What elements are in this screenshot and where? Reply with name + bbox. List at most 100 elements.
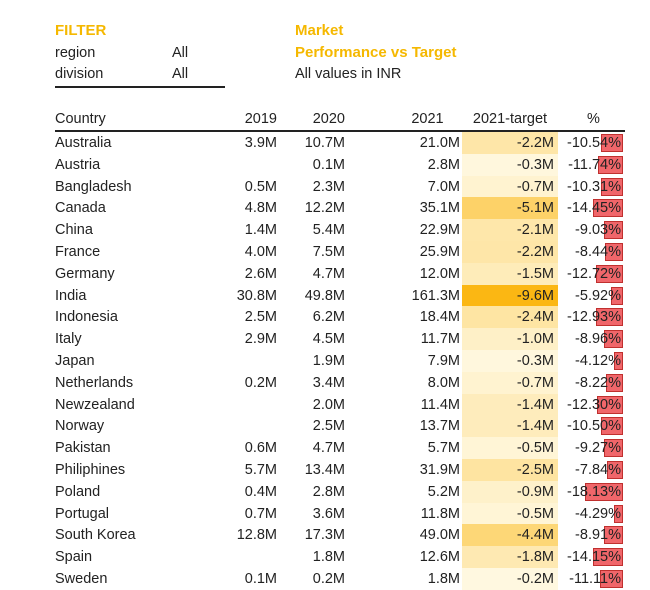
percent-value: -18.13% <box>566 483 621 500</box>
table-row[interactable]: Norway 2.5M 13.7M -1.4M -10.50% <box>55 415 625 438</box>
percent-cell: -11.11% <box>560 568 623 590</box>
target-diff-cell: -0.5M <box>462 502 558 525</box>
percent-bar <box>595 308 623 327</box>
percent-cell: -14.45% <box>560 197 623 219</box>
header-2019[interactable]: 2019 <box>244 111 277 127</box>
value-2020-cell: 1.8M <box>312 549 345 566</box>
table-row[interactable]: Indonesia 2.5M 6.2M 18.4M -2.4M -12.93% <box>55 306 625 329</box>
value-2021-cell: 1.8M <box>427 570 460 587</box>
value-2019-cell: 2.5M <box>244 309 277 326</box>
percent-cell: -4.12% <box>560 350 623 372</box>
table-row[interactable]: Canada 4.8M 12.2M 35.1M -5.1M -14.45% <box>55 197 625 220</box>
header-2021[interactable]: 2021 <box>411 111 444 127</box>
target-diff-cell: -2.2M <box>462 240 558 263</box>
table-row[interactable]: Philiphines 5.7M 13.4M 31.9M -2.5M -7.84% <box>55 458 625 481</box>
table-row[interactable]: South Korea 12.8M 17.3M 49.0M -4.4M -8.91% <box>55 524 625 547</box>
value-2020-cell: 49.8M <box>304 287 345 304</box>
value-2020-cell: 2.5M <box>312 418 345 435</box>
country-cell: Australia <box>55 135 112 151</box>
percent-cell: -8.44% <box>560 241 623 263</box>
target-diff-cell: -2.4M <box>462 306 558 329</box>
value-2020-cell: 7.5M <box>312 243 345 260</box>
percent-value: -12.72% <box>566 265 621 282</box>
value-2021-cell: 49.0M <box>419 527 460 544</box>
table-row[interactable]: India 30.8M 49.8M 161.3M -9.6M -5.92% <box>55 284 625 307</box>
table-row[interactable]: Austria 0.1M 2.8M -0.3M -11.74% <box>55 153 625 176</box>
value-2019-cell: 30.8M <box>236 287 277 304</box>
table-header: Country 2019 2020 2021 2021-target % <box>55 108 625 132</box>
header-2021-target[interactable]: 2021-target <box>472 111 548 127</box>
value-2019-cell: 2.9M <box>244 331 277 348</box>
table-row[interactable]: Poland 0.4M 2.8M 5.2M -0.9M -18.13% <box>55 480 625 503</box>
value-2021-cell: 5.2M <box>427 483 460 500</box>
value-2020-cell: 2.3M <box>312 178 345 195</box>
percent-bar <box>604 526 623 545</box>
value-2019-cell: 0.2M <box>244 374 277 391</box>
table-row[interactable]: Germany 2.6M 4.7M 12.0M -1.5M -12.72% <box>55 262 625 285</box>
value-2021-cell: 5.7M <box>427 440 460 457</box>
value-2019-cell <box>175 154 277 176</box>
country-cell: Portugal <box>55 505 110 522</box>
filter-title: FILTER <box>55 22 107 39</box>
table-row[interactable]: France 4.0M 7.5M 25.9M -2.2M -8.44% <box>55 240 625 263</box>
country-cell: Spain <box>55 549 93 566</box>
percent-cell: -10.31% <box>560 176 623 198</box>
value-2020-cell: 10.7M <box>304 135 345 151</box>
table-row[interactable]: Portugal 0.7M 3.6M 11.8M -0.5M -4.29% <box>55 502 625 525</box>
percent-value: -10.54% <box>566 135 621 151</box>
header-percent[interactable]: % <box>587 111 600 127</box>
value-2021-cell: 25.9M <box>419 243 460 260</box>
value-2021-cell: 13.7M <box>419 418 460 435</box>
percent-bar <box>614 504 623 523</box>
value-2020-cell: 12.2M <box>304 200 345 217</box>
table-row[interactable]: China 1.4M 5.4M 22.9M -2.1M -9.03% <box>55 219 625 241</box>
percent-cell: -8.91% <box>560 524 623 546</box>
country-cell: Canada <box>55 200 106 217</box>
percent-cell: -18.13% <box>560 481 623 503</box>
header-country[interactable]: Country <box>55 111 106 127</box>
filter-value-region[interactable]: All <box>172 45 189 61</box>
percent-cell: -10.54% <box>560 132 623 154</box>
target-diff-cell: -0.9M <box>462 480 558 503</box>
value-2021-cell: 22.9M <box>419 222 460 239</box>
table-row[interactable]: Australia 3.9M 10.7M 21.0M -2.2M -10.54% <box>55 132 625 154</box>
country-cell: Indonesia <box>55 309 118 326</box>
target-diff-cell: -0.7M <box>462 175 558 198</box>
percent-cell: -12.72% <box>560 263 623 285</box>
target-diff-cell: -0.2M <box>462 567 558 590</box>
target-diff-cell: -5.1M <box>462 197 558 220</box>
table-row[interactable]: Spain 1.8M 12.6M -1.8M -14.15% <box>55 546 625 568</box>
target-diff-cell: -2.2M <box>462 132 558 154</box>
value-2019-cell: 4.8M <box>244 200 277 217</box>
table-row[interactable]: Bangladesh 0.5M 2.3M 7.0M -0.7M -10.31% <box>55 175 625 198</box>
percent-value: -14.45% <box>566 200 621 217</box>
filter-value-division[interactable]: All <box>172 66 189 82</box>
value-2021-cell: 21.0M <box>419 135 460 151</box>
value-2019-cell: 5.7M <box>244 461 277 478</box>
percent-cell: -8.96% <box>560 328 623 350</box>
value-2020-cell: 4.7M <box>312 265 345 282</box>
target-diff-cell: -1.8M <box>462 546 558 568</box>
table-row[interactable]: Italy 2.9M 4.5M 11.7M -1.0M -8.96% <box>55 328 625 350</box>
percent-value: -9.03% <box>575 222 621 239</box>
value-2019-cell: 2.6M <box>244 265 277 282</box>
table-row[interactable]: Pakistan 0.6M 4.7M 5.7M -0.5M -9.27% <box>55 437 625 459</box>
table-row[interactable]: Netherlands 0.2M 3.4M 8.0M -0.7M -8.22% <box>55 371 625 394</box>
value-2019-cell: 0.7M <box>244 505 277 522</box>
table-row[interactable]: Sweden 0.1M 0.2M 1.8M -0.2M -11.11% <box>55 567 625 590</box>
country-cell: India <box>55 287 87 304</box>
value-2021-cell: 11.4M <box>420 396 460 413</box>
target-diff-cell: -0.7M <box>462 371 558 394</box>
performance-table: Country 2019 2020 2021 2021-target % Aus… <box>55 108 625 590</box>
value-2020-cell: 13.4M <box>304 461 345 478</box>
value-2020-cell: 0.1M <box>312 156 345 173</box>
value-2019-cell: 12.8M <box>236 527 277 544</box>
value-2021-cell: 18.4M <box>419 309 460 326</box>
value-2019-cell <box>175 415 277 437</box>
country-cell: Germany <box>55 265 115 282</box>
header-2020[interactable]: 2020 <box>312 111 345 127</box>
table-row[interactable]: Newzealand 2.0M 11.4M -1.4M -12.30% <box>55 393 625 416</box>
country-cell: Poland <box>55 483 101 500</box>
table-row[interactable]: Japan 1.9M 7.9M -0.3M -4.12% <box>55 349 625 372</box>
target-diff-cell: -1.0M <box>462 328 558 350</box>
